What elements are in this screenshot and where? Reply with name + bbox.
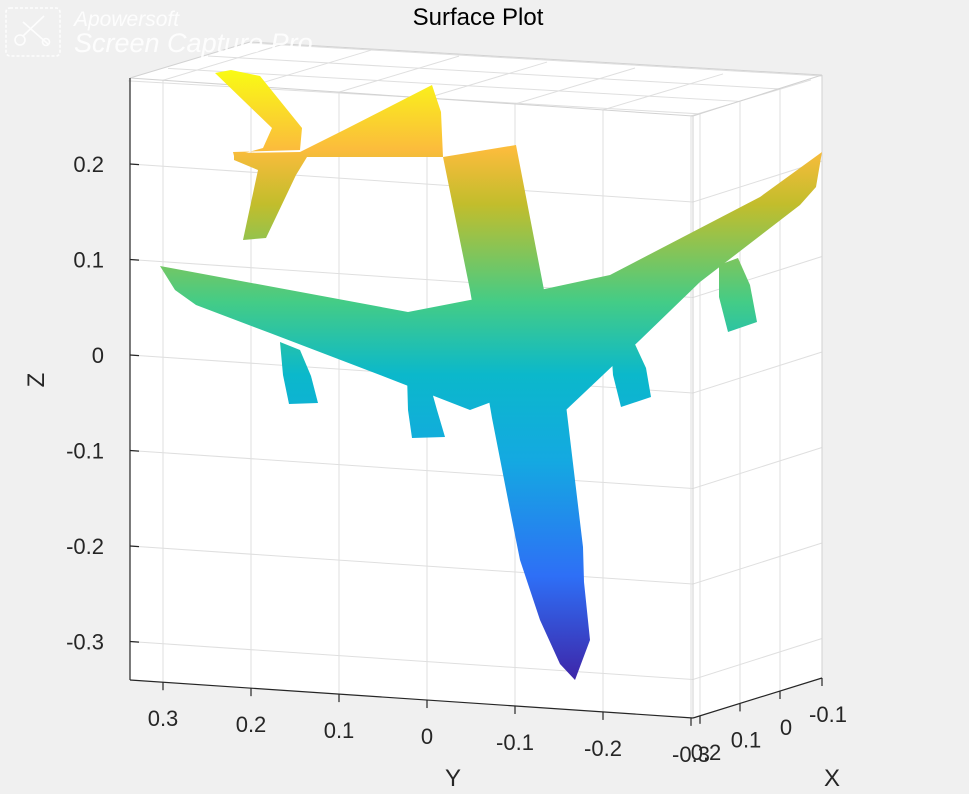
x-axis-label: X: [824, 765, 840, 792]
x-tick-label: 0.2: [691, 740, 722, 765]
surface-wing-right: [510, 152, 822, 410]
z-tick-label: 0: [92, 343, 104, 368]
y-axis-line: [129, 679, 694, 719]
z-tick-label: -0.2: [66, 534, 104, 559]
x-axis-line: [692, 677, 823, 719]
z-tick-mark: [129, 449, 140, 452]
y-tick-label: 0.2: [236, 712, 267, 737]
surface-airplane: [160, 70, 822, 680]
y-axis-label: Y: [445, 765, 461, 792]
surface-tail-stabilizer: [234, 85, 443, 240]
z-tick-label: 0.2: [73, 152, 104, 177]
y-tick-label: -0.1: [496, 730, 534, 755]
z-tick-label: -0.3: [66, 630, 104, 655]
surface-engine-1: [280, 342, 318, 404]
surface-tail-horizontal: [215, 70, 302, 156]
y-axis-ticks: 0.3 0.2 0.1 0 -0.1 -0.2 -0.3: [148, 682, 710, 767]
chart-title: Surface Plot: [413, 4, 544, 31]
z-axis-label: Z: [23, 373, 50, 388]
surface-fuselage: [443, 145, 590, 680]
y-tick-label: -0.2: [584, 736, 622, 761]
z-tick-label: -0.1: [66, 439, 104, 464]
surface-engine-4: [719, 258, 757, 332]
scissors-icon: [5, 7, 61, 57]
y-tick-label: 0: [421, 724, 433, 749]
x-axis-ticks: 0.2 0.1 0 -0.1: [691, 678, 847, 765]
watermark-product: Screen Capture Pro: [74, 28, 313, 58]
y-tick-label: 0.1: [324, 718, 355, 743]
watermark-brand: Apowersoft: [72, 8, 180, 31]
surface-wing-left: [160, 266, 540, 410]
z-tick-label: 0.1: [73, 248, 104, 273]
z-tick-mark: [129, 354, 140, 357]
surface-engine-3: [611, 340, 651, 407]
z-tick-mark: [129, 163, 140, 166]
watermark: Apowersoft Screen Capture Pro: [5, 7, 313, 58]
z-tick-mark: [129, 258, 140, 261]
x-tick-label: 0: [780, 715, 792, 740]
y-tick-label: 0.3: [148, 706, 179, 731]
surface-engine-2: [407, 375, 445, 438]
x-tick-label: -0.1: [809, 702, 847, 727]
z-tick-mark: [129, 640, 140, 643]
axis-lines: [129, 78, 823, 719]
z-tick-mark: [129, 545, 140, 548]
z-axis-ticks: 0.2 0.1 0 -0.1 -0.2 -0.3: [66, 152, 140, 655]
y-tick-label: -0.3: [672, 742, 710, 767]
top-face: [130, 42, 822, 116]
x-tick-label: 0.1: [731, 727, 762, 752]
